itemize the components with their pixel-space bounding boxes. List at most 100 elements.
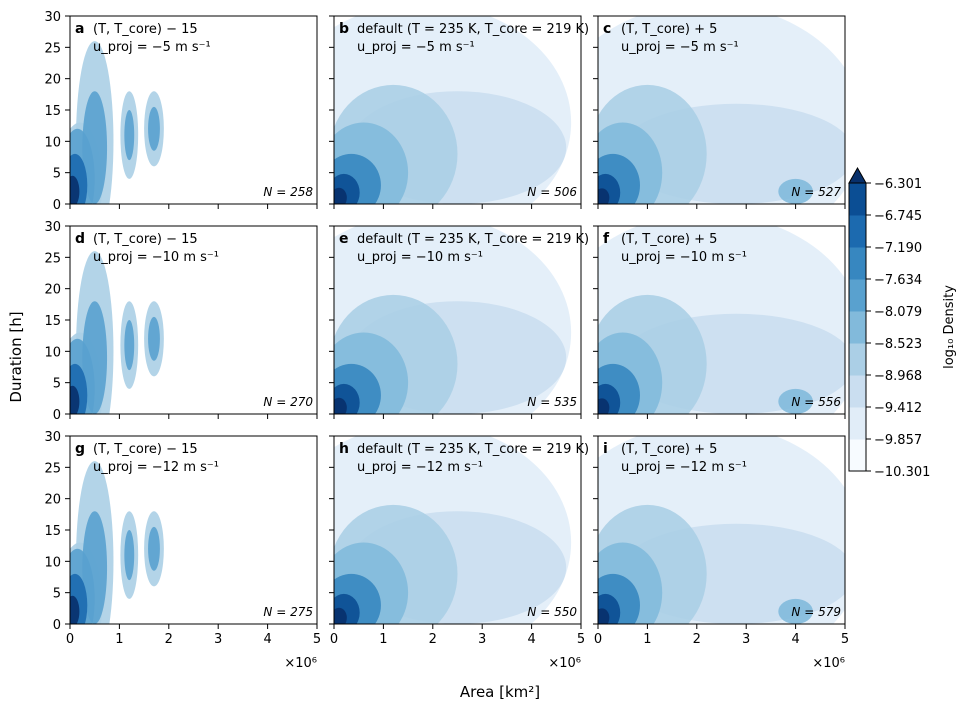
- panel-f: f (T, T_core) + 5 u_proj = −10 m s⁻¹ N = 55…: [593, 225, 846, 419]
- panel-a: 0 5 10 15 20 25 30 a (T, T_core) − 15 u_proj = −5…: [44, 10, 318, 213]
- y-tick-label: 10: [44, 555, 61, 570]
- panel-g-density: [70, 461, 164, 624]
- u-proj-label: u_proj = −5 m s⁻¹: [93, 40, 211, 55]
- panel-letter: i: [603, 441, 608, 457]
- threshold-label: default (T = 235 K, T_core = 219 K): [357, 22, 589, 37]
- y-tick-label: 5: [53, 167, 61, 182]
- y-tick-label: 0: [53, 618, 61, 633]
- panel-g: 0 1 2 3 4 5 ×10⁶ 0 5 10 15 20 25 30 g (T, T_core) − 15 u…: [44, 430, 321, 671]
- panel-i: 0 1 2 3 4 5 ×10⁶ i (T, T_core) + 5 u_proj = −12 m…: [593, 435, 849, 671]
- y-tick-label: 25: [44, 461, 61, 476]
- n-count-label: N = 527: [791, 185, 841, 199]
- x-axis-label: Area [km²]: [460, 683, 540, 701]
- colorbar-tick-label: −9.412: [874, 401, 922, 416]
- y-tick-label: 20: [44, 283, 61, 298]
- n-count-label: N = 258: [263, 185, 313, 199]
- u-proj-label: u_proj = −12 m s⁻¹: [621, 460, 747, 475]
- y-tick-label: 30: [44, 430, 61, 445]
- density-contour-h-6: [334, 607, 347, 624]
- x-tick-label: 2: [693, 632, 701, 647]
- panel-c-density: [598, 16, 845, 204]
- colorbar-label: log₁₀ Density: [942, 285, 957, 369]
- panel-letter: a: [75, 21, 84, 37]
- density-contour-d-5: [82, 301, 108, 414]
- panel-h-density: [334, 436, 572, 624]
- x-tick-label: 2: [165, 632, 173, 647]
- colorbar-segment-1: [849, 407, 866, 440]
- panel-letter: c: [603, 21, 611, 37]
- x-tick-label: 5: [577, 632, 585, 647]
- n-count-label: N = 506: [527, 185, 577, 199]
- y-tick-label: 15: [44, 524, 61, 539]
- n-count-label: N = 535: [527, 395, 577, 409]
- x-tick-label: 1: [379, 632, 387, 647]
- y-tick-label: 30: [44, 10, 61, 25]
- x-tick-label: 4: [791, 632, 799, 647]
- panel-d-density: [70, 251, 164, 414]
- u-proj-label: u_proj = −12 m s⁻¹: [93, 460, 219, 475]
- x-tick-label: 5: [841, 632, 849, 647]
- threshold-label: (T, T_core) + 5: [621, 442, 717, 457]
- x-tick-label: 0: [66, 632, 74, 647]
- threshold-label: (T, T_core) − 15: [93, 22, 198, 37]
- colorbar-segment-3: [849, 343, 866, 376]
- density-contour-g-5: [82, 511, 108, 624]
- density-contour-g-7: [148, 526, 160, 571]
- y-tick-label: 5: [53, 377, 61, 392]
- y-tick-label: 20: [44, 493, 61, 508]
- density-contour-a-6: [124, 110, 135, 161]
- panel-b-density: [334, 16, 572, 204]
- panel-letter: f: [603, 231, 610, 247]
- threshold-label: (T, T_core) + 5: [621, 22, 717, 37]
- x-multiplier: ×10⁶: [284, 656, 317, 671]
- density-contour-a-5: [82, 91, 108, 204]
- threshold-label: (T, T_core) − 15: [93, 232, 198, 247]
- u-proj-label: u_proj = −5 m s⁻¹: [621, 40, 739, 55]
- panel-a-density: [70, 41, 164, 204]
- colorbar-tick-label: −8.079: [874, 305, 922, 320]
- panel-letter: d: [75, 231, 85, 247]
- density-contour-i-6: [598, 608, 610, 624]
- u-proj-label: u_proj = −10 m s⁻¹: [357, 250, 483, 265]
- y-axis-label: Duration [h]: [7, 311, 25, 402]
- panel-c: c (T, T_core) + 5 u_proj = −5 m s⁻¹ N = 527: [593, 15, 846, 209]
- u-proj-label: u_proj = −10 m s⁻¹: [621, 250, 747, 265]
- u-proj-label: u_proj = −10 m s⁻¹: [93, 250, 219, 265]
- u-proj-label: u_proj = −5 m s⁻¹: [357, 40, 475, 55]
- threshold-label: default (T = 235 K, T_core = 219 K): [357, 232, 589, 247]
- density-contour-d-9: [70, 385, 80, 414]
- x-tick-label: 2: [429, 632, 437, 647]
- colorbar-tick-label: −7.190: [874, 241, 922, 256]
- y-tick-label: 10: [44, 345, 61, 360]
- colorbar-segment-7: [849, 215, 866, 248]
- colorbar-tick-label: −6.301: [874, 177, 922, 192]
- colorbar-tick-label: −8.523: [874, 337, 922, 352]
- y-tick-label: 0: [53, 408, 61, 423]
- panel-letter: b: [339, 21, 349, 37]
- panel-f-density: [598, 226, 845, 414]
- colorbar-tick-label: −6.745: [874, 209, 922, 224]
- density-contour-g-6: [124, 530, 135, 581]
- x-tick-label: 5: [313, 632, 321, 647]
- colorbar-segment-5: [849, 279, 866, 312]
- density-contour-a-7: [148, 106, 160, 151]
- y-tick-label: 10: [44, 135, 61, 150]
- x-tick-label: 4: [263, 632, 271, 647]
- y-tick-label: 15: [44, 104, 61, 119]
- u-proj-label: u_proj = −12 m s⁻¹: [357, 460, 483, 475]
- n-count-label: N = 270: [263, 395, 313, 409]
- density-contour-g-9: [70, 595, 80, 624]
- panel-h: 0 1 2 3 4 5 ×10⁶ h default (T = 235 K, T_core = …: [329, 435, 589, 671]
- colorbar-segment-2: [849, 375, 866, 408]
- colorbar-tick-label: −7.634: [874, 273, 922, 288]
- density-contour-a-9: [70, 175, 80, 204]
- colorbar-segment-8: [849, 183, 866, 216]
- x-tick-label: 3: [478, 632, 486, 647]
- n-count-label: N = 550: [527, 605, 577, 619]
- x-multiplier: ×10⁶: [548, 656, 581, 671]
- x-tick-label: 3: [742, 632, 750, 647]
- colorbar-frame: [848, 182, 867, 472]
- threshold-label: default (T = 235 K, T_core = 219 K): [357, 442, 589, 457]
